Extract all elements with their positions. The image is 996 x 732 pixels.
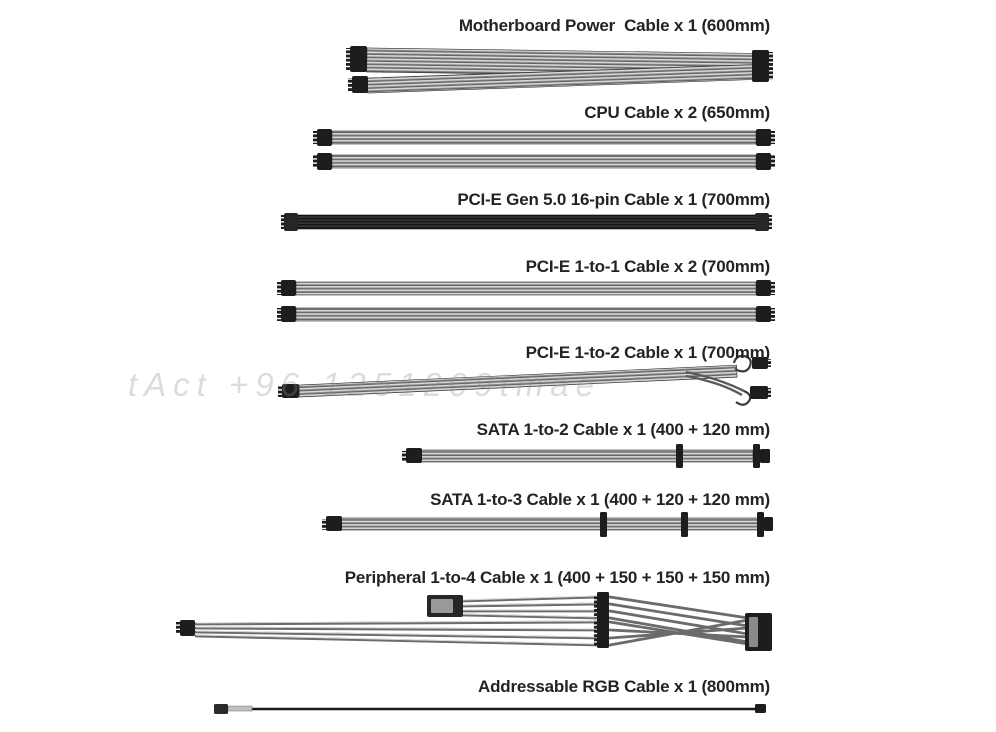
- cable-label-sata-1to3: SATA 1-to-3 Cable x 1 (400 + 120 + 120 m…: [430, 490, 770, 509]
- cable-label-cpu: CPU Cable x 2 (650mm): [584, 103, 770, 122]
- cable-label-argb: Addressable RGB Cable x 1 (800mm): [478, 677, 770, 696]
- argb-cable-graphic: [214, 704, 766, 714]
- pcie-1to1-cable-graphic: [277, 280, 775, 322]
- mb-24pin-connector: [752, 50, 769, 82]
- sata-1to2-cable-graphic: [402, 444, 770, 468]
- cpu-cable-graphic: [313, 129, 775, 170]
- cable-label-pcie-1to1: PCI-E 1-to-1 Cable x 2 (700mm): [525, 257, 771, 276]
- pcie-gen5-cable-graphic: [281, 213, 772, 231]
- cable-label-sata-1to2: SATA 1-to-2 Cable x 1 (400 + 120 mm): [476, 420, 771, 439]
- mb-psu-connector-bottom: [352, 76, 368, 93]
- argb-connector: [214, 704, 228, 714]
- sata-connector: [753, 444, 760, 468]
- inline-connector: [597, 617, 609, 648]
- cable-label-peripheral-1to4: Peripheral 1-to-4 Cable x 1 (400 + 150 +…: [344, 568, 771, 587]
- motherboard-cable-graphic: [346, 46, 773, 94]
- cable-label-pcie-gen5: PCI-E Gen 5.0 16-pin Cable x 1 (700mm): [457, 190, 770, 209]
- cable-label-pcie-1to2: PCI-E 1-to-2 Cable x 1 (700mm): [525, 343, 771, 362]
- sata-1to3-cable-graphic: [322, 512, 773, 537]
- sata-connector: [600, 512, 607, 537]
- peripheral-psu-connector: [180, 620, 195, 636]
- argb-end-cap: [755, 704, 766, 713]
- sata-connector: [681, 512, 688, 537]
- mb-psu-connector-top: [350, 46, 367, 72]
- sata-connector: [676, 444, 683, 468]
- peripheral-1to4-cable-graphic: [176, 592, 772, 651]
- cable-label-motherboard: Motherboard Power Cable x 1 (600mm): [458, 16, 770, 35]
- pcie-1to2-cable-graphic: [278, 354, 771, 406]
- inline-connector: [597, 592, 609, 620]
- sata-connector: [757, 512, 764, 537]
